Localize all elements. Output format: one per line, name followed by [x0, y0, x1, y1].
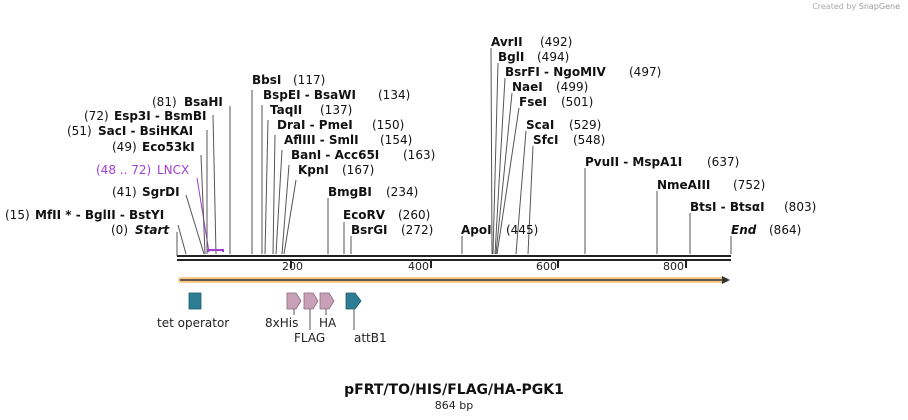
site-bsahi-pos: (81) — [152, 95, 177, 109]
feature-tet-operator — [188, 292, 202, 310]
site-bmgbi: BmgBI — [328, 185, 372, 199]
site-afliii-pos: (154) — [380, 133, 412, 147]
site-kpni-pos: (167) — [342, 163, 374, 177]
tick-label-800: 800 — [663, 260, 684, 273]
site-sfci: SfcI — [533, 133, 558, 147]
feature-leaders — [293, 309, 355, 330]
site-end: End — [731, 223, 757, 237]
site-nmeaiii-pos: (752) — [733, 178, 765, 192]
site-bsahi: BsaHI — [184, 95, 223, 109]
site-bbsi-pos: (117) — [293, 73, 325, 87]
snapgene-watermark: Created by SnapGene — [812, 2, 900, 11]
site-pvuii-mspa1i: PvuII - MspA1I — [585, 155, 682, 169]
site-mfii-bglii-bstyi: MfII * - BglII - BstYI — [35, 208, 164, 222]
site-apoi-pos: (445) — [506, 223, 538, 237]
site-avrii: AvrII — [491, 35, 523, 49]
site-bsrgi-pos: (272) — [401, 223, 433, 237]
site-naei-pos: (499) — [556, 80, 588, 94]
site-labels: (0) Start (15) MfII * - BglII - BstYI (4… — [5, 35, 816, 237]
site-naei: NaeI — [512, 80, 543, 94]
site-nmeaiii: NmeAIII — [657, 178, 710, 192]
site-btsi-btsai: BtsI - BtsαI — [690, 200, 765, 214]
feature-label-flag: FLAG — [294, 331, 325, 345]
feature-attb1 — [345, 292, 362, 310]
site-ecorv-pos: (260) — [398, 208, 430, 222]
feature-label-attb1: attB1 — [354, 331, 387, 345]
site-mfii-pos: (15) — [5, 208, 30, 222]
site-start-pos: (0) — [111, 223, 128, 237]
sequence-arrow — [178, 276, 730, 284]
site-ecorv: EcoRV — [343, 208, 386, 222]
feature-8xhis — [286, 292, 302, 310]
site-pvuii-pos: (637) — [707, 155, 739, 169]
feature-label-ha: HA — [319, 316, 337, 330]
site-bsrgi: BsrGI — [351, 223, 388, 237]
backbone: 200 400 600 800 — [177, 255, 731, 273]
feature-ha — [319, 292, 335, 310]
site-drai-pmei: DraI - PmeI — [277, 118, 353, 132]
site-eco53ki-pos: (49) — [112, 140, 137, 154]
tick-label-600: 600 — [536, 260, 557, 273]
site-bgli-pos: (494) — [537, 50, 569, 64]
site-taqii-pos: (137) — [320, 103, 352, 117]
site-apoi: ApoI — [461, 223, 492, 237]
site-bspei-pos: (134) — [378, 88, 410, 102]
site-bspei-bsawi: BspEI - BsaWI — [263, 88, 356, 102]
site-sfci-pos: (548) — [573, 133, 605, 147]
site-bmgbi-pos: (234) — [386, 185, 418, 199]
site-end-pos: (864) — [769, 223, 801, 237]
site-esp3i-bsmbi: Esp3I - BsmBI — [114, 109, 206, 123]
site-bgli: BglI — [498, 50, 524, 64]
site-sgrdi: SgrDI — [142, 185, 180, 199]
tick-label-400: 400 — [408, 260, 429, 273]
site-scai: ScaI — [526, 118, 554, 132]
site-scai-pos: (529) — [569, 118, 601, 132]
site-bsrfi-pos: (497) — [629, 65, 661, 79]
features: tet operator 8xHis FLAG HA attB1 — [157, 292, 387, 345]
site-saci-pos: (51) — [67, 124, 92, 138]
site-avrii-pos: (492) — [540, 35, 572, 49]
site-eco53ki: Eco53kI — [142, 140, 195, 154]
site-fsei: FseI — [519, 95, 547, 109]
watermark-prefix: Created by — [812, 2, 857, 11]
feature-lncx-pos: (48 .. 72) — [96, 163, 151, 177]
feature-lncx: LNCX — [157, 163, 189, 177]
site-kpni: KpnI — [298, 163, 329, 177]
site-fsei-pos: (501) — [561, 95, 593, 109]
plasmid-length: 864 bp — [435, 399, 473, 412]
feature-flag — [303, 292, 319, 310]
site-afliii-smli: AflIII - SmlI — [284, 133, 359, 147]
site-bani-acc65i: BanI - Acc65I — [291, 148, 379, 162]
site-btsi-pos: (803) — [784, 200, 816, 214]
feature-label-8xhis: 8xHis — [265, 316, 298, 330]
site-leaders — [176, 47, 732, 256]
site-start: Start — [135, 223, 170, 237]
site-drai-pos: (150) — [372, 118, 404, 132]
site-bani-pos: (163) — [403, 148, 435, 162]
site-saci-bsihkai: SacI - BsiHKAI — [98, 124, 193, 138]
site-bbsi: BbsI — [252, 73, 281, 87]
tick-label-200: 200 — [282, 260, 303, 273]
lncx-bracket — [207, 249, 224, 252]
site-esp3i-pos: (72) — [84, 109, 109, 123]
site-sgrdi-pos: (41) — [112, 185, 137, 199]
site-taqii: TaqII — [270, 103, 302, 117]
watermark-brand: SnapGene — [858, 2, 900, 11]
plasmid-name: pFRT/TO/HIS/FLAG/HA-PGK1 — [344, 382, 564, 398]
site-bsrfi-ngomiv: BsrFI - NgoMIV — [505, 65, 606, 79]
feature-label-tet-operator: tet operator — [157, 316, 229, 330]
